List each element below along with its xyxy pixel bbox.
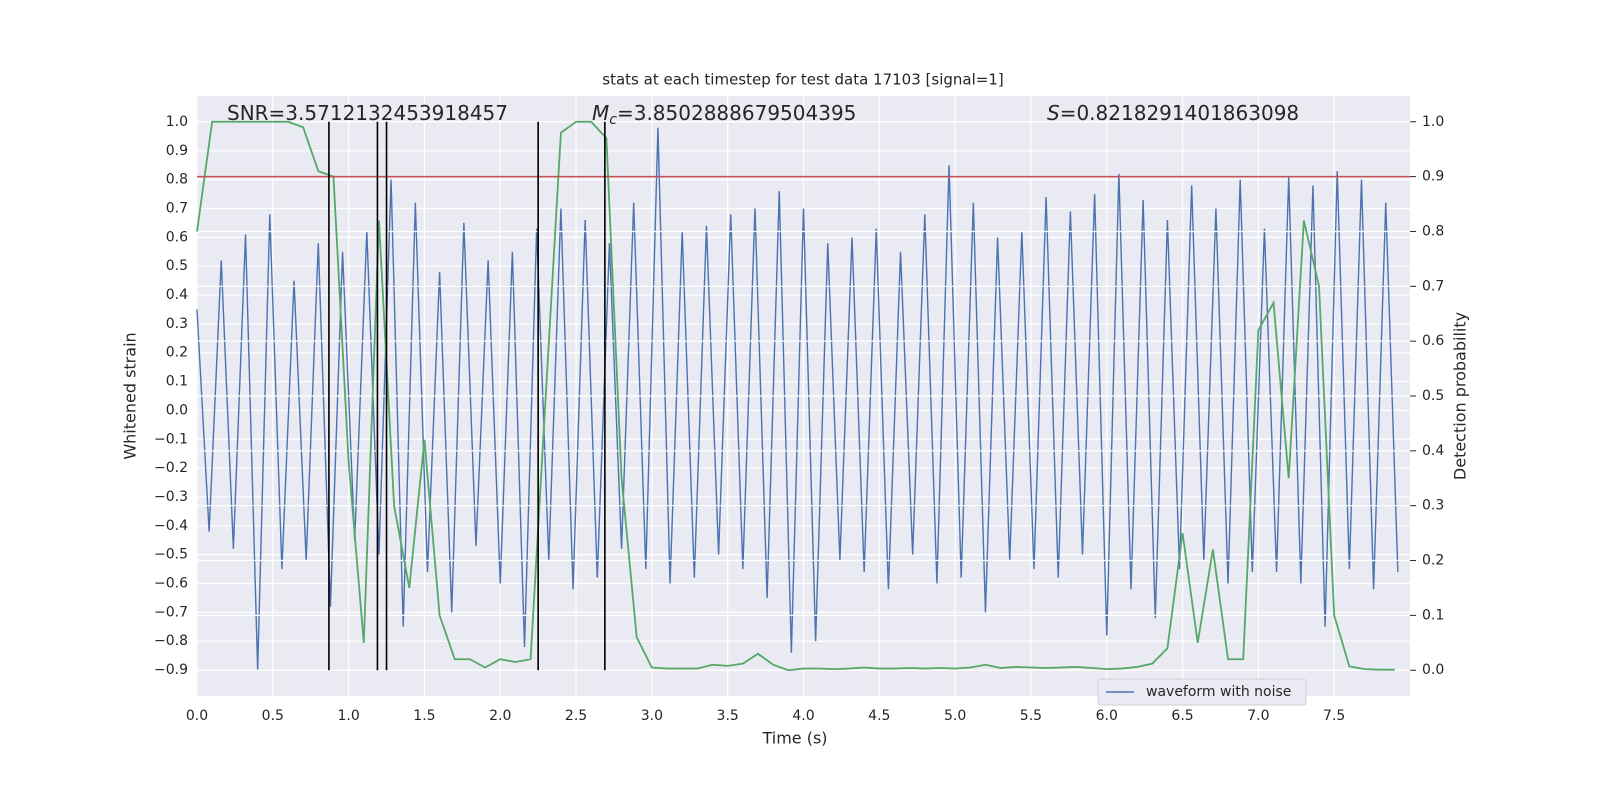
y-tick-label: 0.6: [166, 229, 188, 245]
x-tick-label: 5.5: [1020, 708, 1042, 724]
x-tick-label: 7.5: [1323, 708, 1345, 724]
x-tick-label: 3.5: [717, 708, 739, 724]
chart-title: stats at each timestep for test data 171…: [602, 71, 1003, 89]
y-tick-label: 0.2: [166, 345, 188, 361]
y2-tick-label: 0.5: [1422, 388, 1444, 404]
x-tick-label: 1.5: [413, 708, 435, 724]
y-tick-label: 0.1: [166, 374, 188, 390]
above-layer: [196, 120, 1410, 672]
annotation-text: =0.8218291401863098: [1060, 101, 1299, 125]
y-tick-label: 0.3: [166, 316, 188, 332]
y-tick-label: −0.7: [154, 604, 188, 620]
y2-tick-label: 0.9: [1422, 169, 1444, 185]
y2-tick-label: 0.0: [1422, 662, 1444, 678]
x-tick-label: 0.0: [186, 708, 208, 724]
y-tick-label: −0.5: [154, 547, 188, 563]
y2-tick-label: 1.0: [1422, 114, 1444, 130]
y-tick-label: 0.4: [166, 287, 188, 303]
y2-axis-label: Detection probability: [1451, 312, 1470, 480]
y-tick-label: 0.5: [166, 258, 188, 274]
series-line: [196, 120, 1395, 672]
y-axis-label: Whitened strain: [121, 332, 140, 459]
y2-tick-label: 0.3: [1422, 498, 1444, 514]
x-tick-label: 4.0: [792, 708, 814, 724]
y-tick-label: −0.4: [154, 518, 188, 534]
x-tick-label: 5.0: [944, 708, 966, 724]
annotation: SNR=3.5712132453918457: [227, 101, 508, 125]
x-tick-label: 3.0: [641, 708, 663, 724]
x-tick-label: 6.0: [1096, 708, 1118, 724]
x-tick-label: 7.0: [1247, 708, 1269, 724]
annotation-text: SNR=3.5712132453918457: [227, 101, 508, 125]
y2-tick-label: 0.1: [1422, 607, 1444, 623]
x-tick-label: 6.5: [1171, 708, 1193, 724]
y2-tick-label: 0.2: [1422, 553, 1444, 569]
y-tick-label: −0.9: [154, 662, 188, 678]
series-line: [196, 127, 1399, 671]
legend-label: waveform with noise: [1146, 684, 1291, 700]
y-tick-label: 0.7: [166, 201, 188, 217]
y2-tick-label: 0.6: [1422, 333, 1444, 349]
legend: waveform with noise: [1097, 678, 1307, 706]
x-tick-label: 1.0: [337, 708, 359, 724]
legend-box: [1097, 678, 1307, 706]
y2-tick-label: 0.8: [1422, 223, 1444, 239]
annotation-text: =3.8502888679504395: [617, 101, 856, 125]
y-tick-label: −0.2: [154, 460, 188, 476]
x-axis-label: Time (s): [761, 729, 827, 748]
annotation: S=0.8218291401863098: [1047, 101, 1299, 125]
y-tick-label: 0.9: [166, 143, 188, 159]
x-tick-label: 4.5: [868, 708, 890, 724]
annotation-symbol: M: [592, 101, 609, 125]
y-tick-label: −0.3: [154, 489, 188, 505]
y-tick-label: −0.1: [154, 431, 188, 447]
y2-tick-label: 0.4: [1422, 443, 1444, 459]
annotation-subscript: c: [609, 112, 617, 128]
y-tick-label: 0.0: [166, 402, 188, 418]
x-tick-label: 2.0: [489, 708, 511, 724]
y-tick-label: 0.8: [166, 172, 188, 188]
y-tick-label: 1.0: [166, 114, 188, 130]
y-tick-label: −0.8: [154, 633, 188, 649]
y2-tick-label: 0.7: [1422, 278, 1444, 294]
annotation: Mc=3.8502888679504395: [592, 101, 856, 129]
x-tick-label: 2.5: [565, 708, 587, 724]
x-tick-label: 0.5: [262, 708, 284, 724]
y-tick-label: −0.6: [154, 576, 188, 592]
annotation-symbol: S: [1047, 101, 1060, 125]
